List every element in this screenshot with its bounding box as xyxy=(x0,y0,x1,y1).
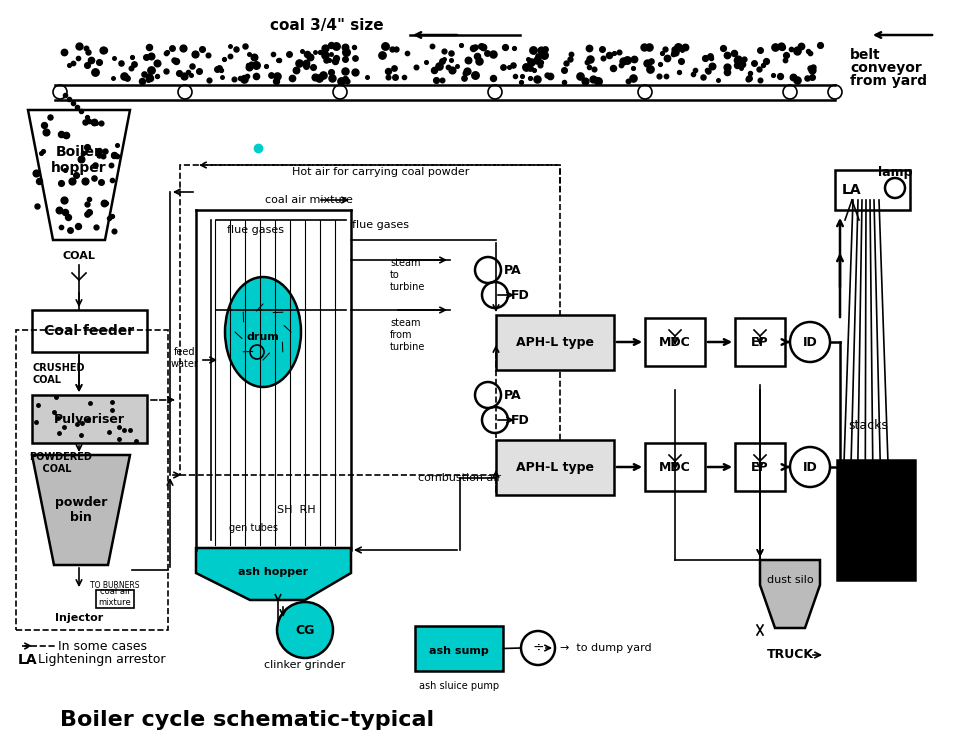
Text: →  to dump yard: → to dump yard xyxy=(560,643,652,653)
Text: Hot air for carrying coal powder: Hot air for carrying coal powder xyxy=(292,167,469,177)
Text: ÷: ÷ xyxy=(532,641,543,655)
FancyBboxPatch shape xyxy=(32,395,147,443)
Text: LA: LA xyxy=(18,653,37,667)
Circle shape xyxy=(488,85,502,99)
Text: steam
from
turbine: steam from turbine xyxy=(390,318,425,352)
Text: MDC: MDC xyxy=(660,461,691,473)
Text: COAL: COAL xyxy=(62,251,95,261)
Text: ID: ID xyxy=(803,461,817,473)
Text: EP: EP xyxy=(751,335,769,349)
Text: PA: PA xyxy=(504,389,521,401)
Text: In some cases: In some cases xyxy=(58,640,147,652)
Text: powder
bin: powder bin xyxy=(55,496,108,524)
Text: ash sluice pump: ash sluice pump xyxy=(419,681,499,691)
Text: ash hopper: ash hopper xyxy=(238,567,308,577)
Text: gen tubes: gen tubes xyxy=(228,523,277,533)
Text: CG: CG xyxy=(296,623,315,637)
Polygon shape xyxy=(32,455,130,565)
Text: drum: drum xyxy=(247,332,279,342)
Text: steam
to
turbine: steam to turbine xyxy=(390,258,425,292)
Text: Pulveriser: Pulveriser xyxy=(54,413,125,425)
Text: feed
water: feed water xyxy=(171,347,199,369)
Circle shape xyxy=(178,85,192,99)
Text: conveyor: conveyor xyxy=(850,61,922,75)
Polygon shape xyxy=(196,548,351,600)
Text: FD: FD xyxy=(511,413,530,427)
Circle shape xyxy=(638,85,652,99)
Text: ID: ID xyxy=(803,335,817,349)
Text: SH  RH: SH RH xyxy=(276,505,315,515)
Text: coal 3/4" size: coal 3/4" size xyxy=(270,18,384,33)
Text: flue gases: flue gases xyxy=(227,225,283,235)
Text: Coal feeder: Coal feeder xyxy=(44,324,134,338)
Text: belt: belt xyxy=(850,48,880,62)
Text: stacks: stacks xyxy=(848,418,888,432)
Text: dust silo: dust silo xyxy=(767,575,813,585)
Text: EP: EP xyxy=(751,461,769,473)
Text: APH-L type: APH-L type xyxy=(516,461,594,474)
Text: combustion air: combustion air xyxy=(419,473,501,483)
Text: from yard: from yard xyxy=(850,74,927,88)
Circle shape xyxy=(783,85,797,99)
Text: COAL: COAL xyxy=(29,464,71,474)
Text: coal air
mixture: coal air mixture xyxy=(99,588,132,607)
Circle shape xyxy=(828,85,842,99)
Circle shape xyxy=(333,85,347,99)
Text: TO BURNERS: TO BURNERS xyxy=(90,580,140,589)
Text: LA: LA xyxy=(842,183,862,197)
Text: CRUSHED: CRUSHED xyxy=(32,363,84,373)
Text: coal air mixture: coal air mixture xyxy=(265,195,353,205)
Text: PA: PA xyxy=(504,263,521,277)
Text: APH-L type: APH-L type xyxy=(516,336,594,349)
Text: POWDERED: POWDERED xyxy=(29,452,92,462)
Ellipse shape xyxy=(225,277,301,387)
Text: FD: FD xyxy=(511,289,530,301)
FancyBboxPatch shape xyxy=(496,315,614,370)
Circle shape xyxy=(53,85,67,99)
FancyBboxPatch shape xyxy=(837,460,915,580)
Text: COAL: COAL xyxy=(32,375,61,385)
Text: Boiler
hopper: Boiler hopper xyxy=(51,145,107,175)
FancyBboxPatch shape xyxy=(496,440,614,495)
Text: TRUCK: TRUCK xyxy=(766,649,813,662)
Text: Lighteningn arrestor: Lighteningn arrestor xyxy=(38,654,165,666)
Text: flue gases: flue gases xyxy=(351,220,409,230)
Text: clinker grinder: clinker grinder xyxy=(264,660,346,670)
Text: ash sump: ash sump xyxy=(429,646,489,657)
Text: Injector: Injector xyxy=(55,613,103,623)
Polygon shape xyxy=(760,560,820,628)
FancyBboxPatch shape xyxy=(415,626,503,671)
Text: MDC: MDC xyxy=(660,335,691,349)
Circle shape xyxy=(277,602,333,658)
Text: Boiler cycle schematic-typical: Boiler cycle schematic-typical xyxy=(60,710,434,730)
Text: TWO FLUE
STACK: TWO FLUE STACK xyxy=(844,519,908,541)
Text: lamp: lamp xyxy=(877,165,912,179)
